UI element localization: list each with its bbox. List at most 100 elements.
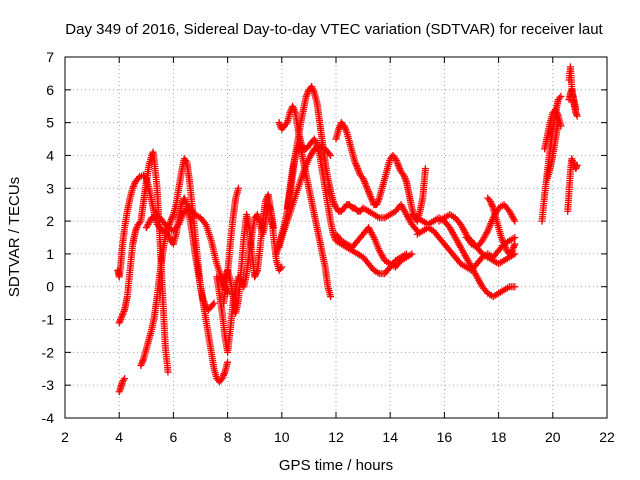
data-point-marker — [275, 119, 283, 127]
y-tick-label: -4 — [42, 410, 55, 426]
data-point-marker — [116, 386, 124, 394]
data-points — [114, 63, 581, 396]
data-point-marker — [173, 222, 181, 230]
data-point-marker — [487, 199, 495, 207]
data-point-marker — [180, 194, 188, 202]
data-point-marker — [367, 194, 375, 202]
data-point-marker — [392, 156, 400, 164]
data-point-marker — [166, 219, 174, 227]
data-point-marker — [252, 270, 260, 278]
series-arc19 — [462, 234, 519, 268]
data-point-marker — [120, 307, 128, 315]
data-point-marker — [572, 106, 580, 114]
data-point-marker — [573, 112, 581, 120]
series-arc13 — [275, 142, 335, 251]
series-arc12 — [283, 142, 335, 301]
data-point-marker — [304, 89, 312, 97]
data-point-marker — [354, 165, 362, 173]
data-point-marker — [510, 243, 518, 251]
series-arc15 — [332, 224, 416, 271]
y-tick-label: 6 — [46, 82, 54, 98]
series-arc6 — [142, 204, 232, 297]
data-point-marker — [557, 92, 565, 100]
data-point-marker — [511, 234, 519, 241]
data-point-marker — [497, 234, 505, 241]
data-point-marker — [224, 358, 232, 366]
data-point-marker — [511, 217, 519, 225]
data-point-marker — [359, 174, 367, 182]
chart-title: Day 349 of 2016, Sidereal Day-to-day VTE… — [65, 21, 603, 38]
data-point-marker — [408, 250, 416, 258]
data-point-marker — [327, 293, 335, 301]
data-point-marker — [253, 268, 261, 276]
data-point-marker — [510, 215, 518, 223]
data-point-marker — [501, 242, 509, 250]
data-point-marker — [402, 176, 410, 184]
data-point-marker — [341, 124, 349, 132]
data-point-marker — [130, 181, 138, 189]
data-point-marker — [309, 86, 317, 94]
data-point-marker — [361, 179, 369, 187]
data-point-marker — [311, 137, 319, 145]
data-point-marker — [201, 299, 209, 307]
data-point-marker — [553, 109, 561, 117]
data-point-marker — [282, 120, 290, 128]
data-point-marker — [289, 104, 297, 112]
y-tick-label: 3 — [46, 180, 54, 196]
series-arc14 — [332, 119, 429, 225]
data-point-marker — [289, 102, 297, 110]
data-point-marker — [129, 184, 137, 192]
x-tick-label: 16 — [437, 429, 453, 445]
data-point-marker — [181, 196, 189, 204]
y-tick-label: 1 — [46, 246, 54, 262]
data-point-marker — [278, 263, 286, 271]
data-point-marker — [362, 183, 370, 191]
data-point-marker — [400, 171, 408, 179]
x-tick-label: 14 — [382, 429, 398, 445]
data-point-marker — [392, 155, 400, 163]
data-point-marker — [119, 309, 127, 317]
series-arc11 — [275, 102, 410, 278]
data-point-marker — [421, 165, 429, 173]
x-tick-label: 6 — [170, 429, 178, 445]
data-point-marker — [488, 201, 496, 209]
x-tick-label: 10 — [274, 429, 290, 445]
data-point-marker — [117, 316, 125, 324]
data-point-marker — [182, 197, 190, 205]
data-point-marker — [169, 212, 177, 220]
data-point-marker — [340, 122, 348, 130]
x-tick-label: 12 — [328, 429, 344, 445]
data-point-marker — [251, 273, 259, 281]
data-point-marker — [412, 225, 420, 233]
data-point-marker — [554, 110, 562, 118]
series-arc4 — [115, 375, 129, 396]
data-point-marker — [218, 375, 226, 383]
y-tick-label: 0 — [46, 279, 54, 295]
data-point-marker — [116, 317, 124, 325]
x-axis-label: GPS time / hours — [279, 457, 393, 474]
data-point-marker — [352, 161, 360, 169]
data-point-marker — [167, 217, 175, 225]
data-point-marker — [498, 235, 506, 243]
data-point-marker — [210, 299, 218, 307]
data-point-marker — [200, 297, 208, 305]
data-point-marker — [199, 296, 207, 304]
data-point-marker — [394, 160, 402, 168]
y-tick-label: -2 — [42, 344, 55, 360]
data-point-marker — [509, 245, 517, 253]
data-point-marker — [360, 178, 368, 186]
data-point-marker — [119, 311, 127, 319]
data-point-marker — [341, 125, 349, 133]
data-point-marker — [118, 380, 126, 388]
data-point-marker — [132, 225, 140, 233]
series-arc23 — [543, 119, 562, 182]
data-point-marker — [373, 201, 381, 209]
data-point-marker — [500, 240, 508, 248]
y-tick-label: 2 — [46, 213, 54, 229]
data-point-marker — [310, 135, 318, 143]
data-point-marker — [552, 107, 560, 115]
plot-frame — [64, 56, 608, 419]
data-point-marker — [396, 165, 404, 173]
